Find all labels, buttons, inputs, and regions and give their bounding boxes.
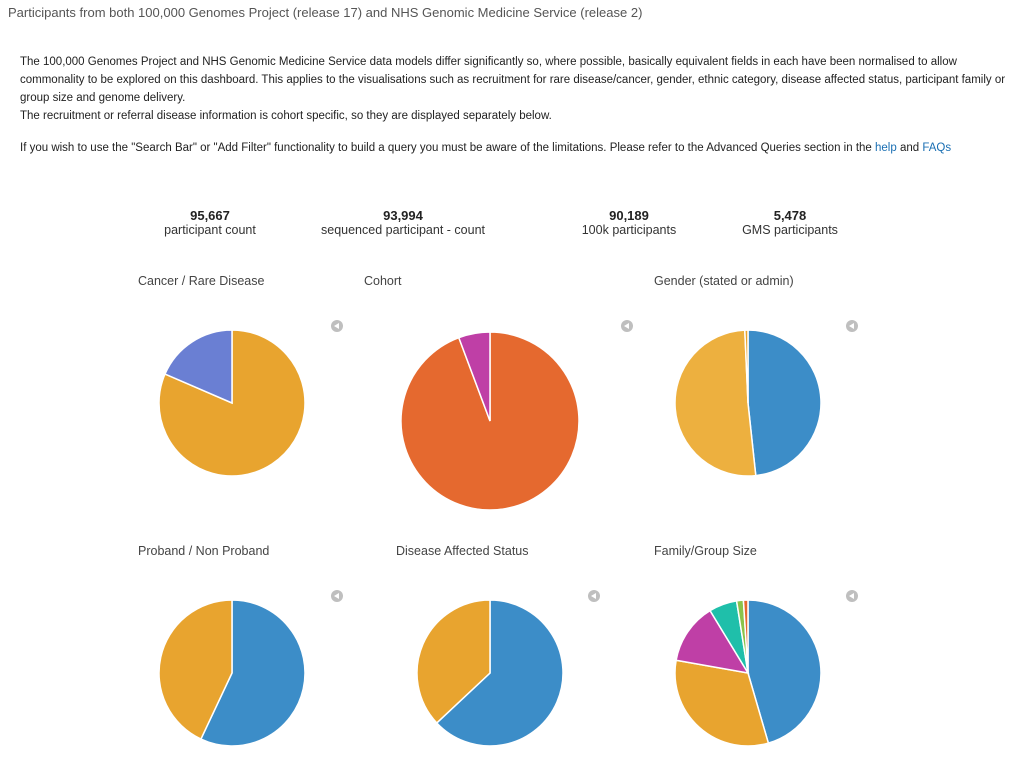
chart-back-button[interactable] <box>621 320 633 332</box>
page-title: Participants from both 100,000 Genomes P… <box>8 5 643 20</box>
stat-100k-participants: 90,189 100k participants <box>519 208 739 238</box>
chart-back-button[interactable] <box>331 590 343 602</box>
intro-paragraph-1: The 100,000 Genomes Project and NHS Geno… <box>20 56 1006 104</box>
chart-title-disease-affected: Disease Affected Status <box>396 544 529 558</box>
stat-gms-participants: 5,478 GMS participants <box>680 208 900 238</box>
chart-title-cancer-rare-disease: Cancer / Rare Disease <box>138 274 265 288</box>
stat-label: participant count <box>164 223 256 237</box>
pie-slice[interactable] <box>435 599 564 747</box>
intro-paragraph-3: If you wish to use the "Search Bar" or "… <box>20 139 1010 157</box>
limitations-text: If you wish to use the "Search Bar" or "… <box>20 142 875 154</box>
chart-back-button[interactable] <box>846 590 858 602</box>
stat-label: GMS participants <box>742 223 838 237</box>
pie-slice[interactable] <box>457 331 491 422</box>
pie-slice[interactable] <box>747 329 822 477</box>
chart-back-button[interactable] <box>331 320 343 332</box>
pie-chart-proband[interactable] <box>158 599 306 747</box>
pie-slice[interactable] <box>674 659 770 747</box>
chart-title-cohort: Cohort <box>364 274 402 288</box>
pie-chart-family-size[interactable] <box>674 599 822 747</box>
chart-title-gender: Gender (stated or admin) <box>654 274 794 288</box>
pie-slice[interactable] <box>158 599 233 741</box>
faqs-link[interactable]: FAQs <box>922 142 952 154</box>
pie-chart-cancer-rare-disease[interactable] <box>158 329 306 477</box>
pie-slice[interactable] <box>158 329 306 477</box>
pie-slice[interactable] <box>164 329 233 405</box>
stat-value: 5,478 <box>773 208 807 223</box>
pie-slice[interactable] <box>674 329 757 477</box>
pie-slice[interactable] <box>744 329 749 404</box>
pie-chart-disease-affected[interactable] <box>416 599 564 747</box>
and-text: and <box>896 142 923 154</box>
stat-value: 90,189 <box>609 208 649 223</box>
chart-back-button[interactable] <box>588 590 600 602</box>
help-link[interactable]: help <box>875 142 897 154</box>
pie-slice[interactable] <box>742 599 749 674</box>
pie-chart-gender[interactable] <box>674 329 822 477</box>
pie-slice[interactable] <box>416 599 491 725</box>
intro-text: The 100,000 Genomes Project and NHS Geno… <box>20 53 1010 157</box>
stat-value: 93,994 <box>383 208 423 223</box>
stat-value: 95,667 <box>190 208 230 223</box>
intro-paragraph-2: The recruitment or referral disease info… <box>20 110 552 122</box>
chart-title-family-size: Family/Group Size <box>654 544 757 558</box>
stat-sequenced-count: 93,994 sequenced participant - count <box>293 208 513 238</box>
pie-slice[interactable] <box>675 609 750 675</box>
stat-label: sequenced participant - count <box>321 223 485 237</box>
pie-chart-cohort[interactable] <box>400 331 580 511</box>
stat-label: 100k participants <box>581 223 677 237</box>
stat-participant-count: 95,667 participant count <box>100 208 320 238</box>
pie-slice[interactable] <box>199 599 306 747</box>
pie-slice[interactable] <box>747 599 822 745</box>
chart-back-button[interactable] <box>846 320 858 332</box>
chart-title-proband: Proband / Non Proband <box>138 544 270 558</box>
